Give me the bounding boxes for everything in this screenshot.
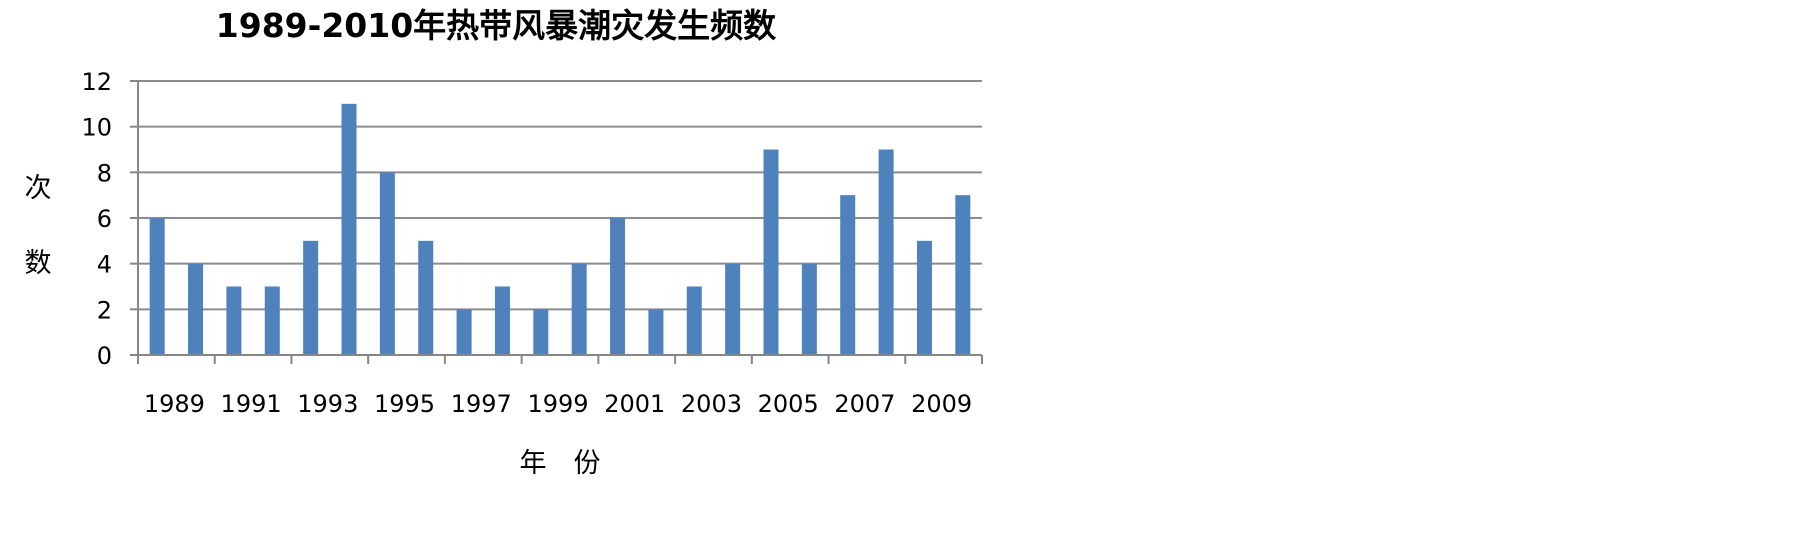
x-tick-label-1989: 1989 bbox=[144, 390, 205, 418]
y-axis-label-char-1: 次 bbox=[25, 173, 52, 204]
x-tick-label-1995: 1995 bbox=[374, 390, 435, 418]
bar-2007 bbox=[840, 195, 856, 355]
bar-2003 bbox=[686, 286, 702, 355]
bar-1994 bbox=[341, 103, 357, 355]
bar-2001 bbox=[610, 218, 626, 355]
x-tick-labels: 1989 1991 1993 1995 1997 1999 2001 2003 2005 2007… bbox=[144, 390, 972, 418]
x-tick-label-2007: 2007 bbox=[834, 390, 895, 418]
bars bbox=[149, 103, 971, 355]
bar-1990 bbox=[188, 263, 204, 355]
x-axis-label: 年 份 bbox=[520, 448, 601, 479]
bar-2000 bbox=[571, 263, 587, 355]
bar-1992 bbox=[264, 286, 280, 355]
x-tick-label-2009: 2009 bbox=[911, 390, 972, 418]
x-tick-label-1999: 1999 bbox=[527, 390, 588, 418]
bar-2010 bbox=[955, 195, 971, 355]
x-tick-label-2005: 2005 bbox=[758, 390, 819, 418]
bar-1989 bbox=[149, 218, 165, 355]
bar-2004 bbox=[725, 263, 741, 355]
bar-1999 bbox=[533, 309, 549, 355]
y-tick-labels: 0 2 4 6 8 10 12 bbox=[81, 68, 112, 370]
x-tick-label-1991: 1991 bbox=[221, 390, 282, 418]
bar-1993 bbox=[303, 240, 319, 355]
bar-2002 bbox=[648, 309, 664, 355]
x-tick-label-1997: 1997 bbox=[451, 390, 512, 418]
y-tick-label-8: 8 bbox=[97, 159, 112, 187]
bar-2005 bbox=[763, 149, 779, 355]
bar-1997 bbox=[456, 309, 472, 355]
y-tick-label-6: 6 bbox=[97, 205, 112, 233]
y-axis-label-char-2: 数 bbox=[25, 248, 52, 279]
x-tick-label-2001: 2001 bbox=[604, 390, 665, 418]
x-tick-label-2003: 2003 bbox=[681, 390, 742, 418]
gridlines bbox=[138, 80, 982, 311]
bar-1995 bbox=[379, 172, 395, 355]
y-tick-label-4: 4 bbox=[97, 251, 112, 279]
bar-2009 bbox=[916, 240, 932, 355]
y-tick-label-0: 0 bbox=[97, 342, 112, 370]
chart-title: 1989-2010年热带风暴潮灾发生频数 bbox=[216, 6, 777, 45]
bar-1998 bbox=[494, 286, 510, 355]
y-tick-label-12: 12 bbox=[81, 68, 112, 96]
bar-2008 bbox=[878, 149, 894, 355]
bar-1996 bbox=[418, 240, 434, 355]
bar-2006 bbox=[801, 263, 817, 355]
axes bbox=[130, 80, 983, 364]
x-tick-label-1993: 1993 bbox=[297, 390, 358, 418]
bar-1991 bbox=[226, 286, 242, 355]
y-tick-label-10: 10 bbox=[81, 114, 112, 142]
y-tick-label-2: 2 bbox=[97, 296, 112, 324]
